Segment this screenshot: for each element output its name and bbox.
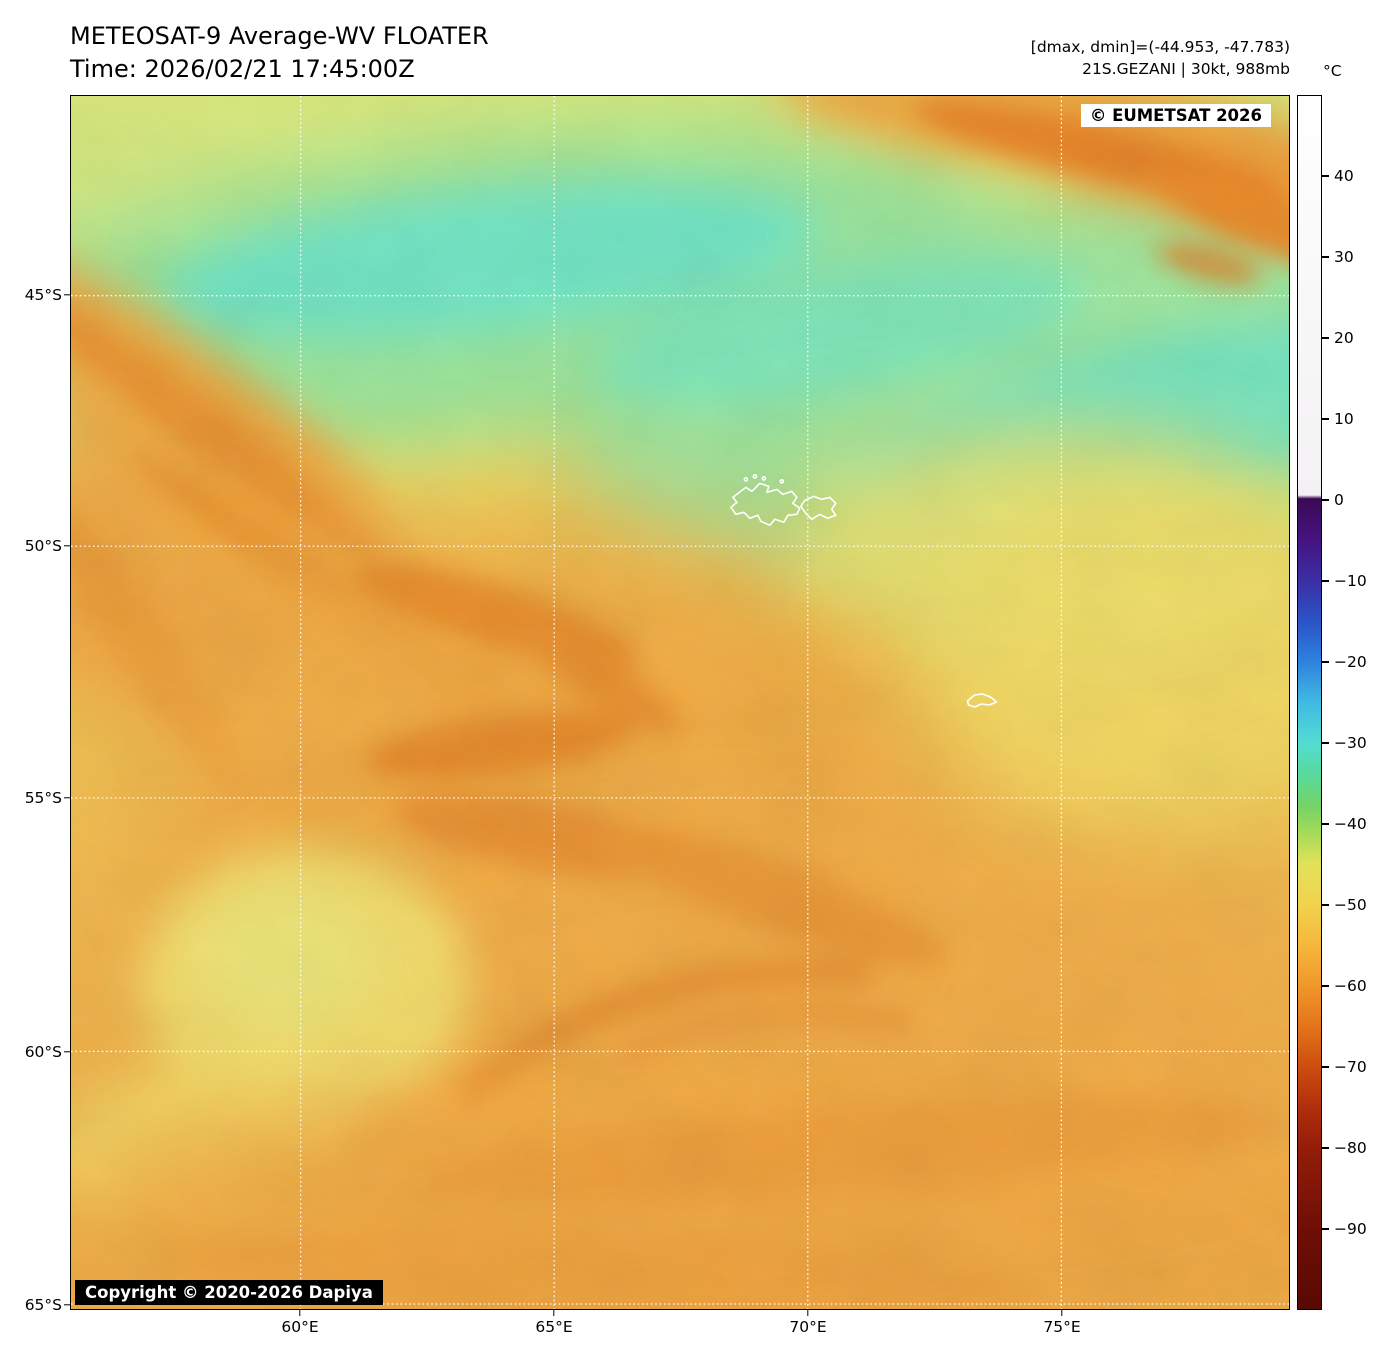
- colorbar-tick-label: −80: [1334, 1139, 1367, 1157]
- colorbar-tick-label: 0: [1334, 491, 1344, 509]
- colorbar-tick: −10: [1322, 572, 1367, 590]
- colorbar-tick-label: 20: [1334, 329, 1354, 347]
- colorbar-tick: −70: [1322, 1058, 1367, 1076]
- dmax-dmin-readout: [dmax, dmin]=(-44.953, -47.783): [1030, 38, 1290, 56]
- colorbar-tickmark: [1322, 1147, 1329, 1149]
- lon-tickmark: [807, 1310, 809, 1316]
- graticule: [71, 96, 1289, 1309]
- lon-tick-label: 75°E: [1043, 1318, 1081, 1336]
- colorbar-tickmark: [1322, 418, 1329, 420]
- lon-tick-label: 65°E: [535, 1318, 573, 1336]
- colorbar-tick: −60: [1322, 977, 1367, 995]
- colorbar-tick-label: −70: [1334, 1058, 1367, 1076]
- lat-tick-label: 45°S: [24, 286, 62, 304]
- island-coastline-east: [800, 495, 837, 521]
- lat-tick-label: 65°S: [24, 1296, 62, 1314]
- grain-texture-light: [71, 96, 1289, 1309]
- title-block: METEOSAT-9 Average-WV FLOATER Time: 2026…: [70, 20, 489, 86]
- colorbar: [1297, 95, 1322, 1310]
- colorbar-tick-label: 40: [1334, 167, 1354, 185]
- figure-title: METEOSAT-9 Average-WV FLOATER: [70, 22, 489, 50]
- dapiya-copyright-badge: Copyright © 2020-2026 Dapiya: [75, 1280, 383, 1305]
- islet-dot: [752, 473, 758, 479]
- islet-dot: [779, 478, 785, 484]
- colorbar-tick: 10: [1322, 410, 1354, 428]
- colorbar-gradient: [1298, 96, 1321, 1309]
- colorbar-tick: −20: [1322, 653, 1367, 671]
- colorbar-tick-label: −40: [1334, 815, 1367, 833]
- colorbar-tick-label: −10: [1334, 572, 1367, 590]
- lon-tick-label: 60°E: [281, 1318, 319, 1336]
- colorbar-tickmark: [1322, 580, 1329, 582]
- colorbar-tickmark: [1322, 1228, 1329, 1230]
- lat-tickmark: [64, 1051, 70, 1053]
- colorbar-tick-label: 30: [1334, 248, 1354, 266]
- colorbar-tick: 20: [1322, 329, 1354, 347]
- lat-tick-label: 60°S: [24, 1043, 62, 1061]
- colorbar-tickmark: [1322, 256, 1329, 258]
- lon-tickmark: [553, 1310, 555, 1316]
- colorbar-tick: −40: [1322, 815, 1367, 833]
- lat-tickmark: [64, 294, 70, 296]
- islet-dot: [761, 475, 767, 481]
- lat-tickmark: [64, 1304, 70, 1306]
- colorbar-tickmark: [1322, 742, 1329, 744]
- colorbar-tickmark: [1322, 175, 1329, 177]
- lon-tickmark: [299, 1310, 301, 1316]
- colorbar-tickmark: [1322, 499, 1329, 501]
- lat-tickmark: [64, 797, 70, 799]
- lon-tickmark: [1061, 1310, 1063, 1316]
- colorbar-tick-label: −20: [1334, 653, 1367, 671]
- lat-tick-label: 50°S: [24, 537, 62, 555]
- colorbar-tickmark: [1322, 661, 1329, 663]
- lon-tick-label: 70°E: [789, 1318, 827, 1336]
- colorbar-tick: −50: [1322, 896, 1367, 914]
- island-coastlines: [730, 473, 998, 708]
- colorbar-tick: −30: [1322, 734, 1367, 752]
- eumetsat-copyright-badge: © EUMETSAT 2026: [1080, 104, 1271, 127]
- colorbar-tick: −90: [1322, 1220, 1367, 1238]
- islet-dot: [743, 476, 749, 482]
- satellite-map: © EUMETSAT 2026 Copyright © 2020-2026 Da…: [70, 95, 1290, 1310]
- lat-tick-label: 55°S: [24, 789, 62, 807]
- storm-readout: 21S.GEZANI | 30kt, 988mb: [1082, 60, 1290, 78]
- colorbar-tickmark: [1322, 904, 1329, 906]
- colorbar-tickmark: [1322, 337, 1329, 339]
- colorbar-tickmark: [1322, 985, 1329, 987]
- figure-time: Time: 2026/02/21 17:45:00Z: [70, 55, 415, 83]
- colorbar-tick-label: 10: [1334, 410, 1354, 428]
- info-block: [dmax, dmin]=(-44.953, -47.783) 21S.GEZA…: [1031, 36, 1290, 80]
- wv-imagery: [71, 96, 1289, 1309]
- island-coastline-south: [966, 693, 998, 708]
- colorbar-tickmark: [1322, 823, 1329, 825]
- island-coastline-main: [730, 482, 801, 527]
- colorbar-tick: 0: [1322, 491, 1344, 509]
- colorbar-tick-label: −50: [1334, 896, 1367, 914]
- colorbar-tickmark: [1322, 1066, 1329, 1068]
- lat-tickmark: [64, 545, 70, 547]
- colorbar-tick: 40: [1322, 167, 1354, 185]
- colorbar-tick-label: −30: [1334, 734, 1367, 752]
- colorbar-tick: 30: [1322, 248, 1354, 266]
- colorbar-tick-label: −60: [1334, 977, 1367, 995]
- colorbar-unit-label: °C: [1323, 62, 1342, 80]
- colorbar-tick: −80: [1322, 1139, 1367, 1157]
- colorbar-tick-label: −90: [1334, 1220, 1367, 1238]
